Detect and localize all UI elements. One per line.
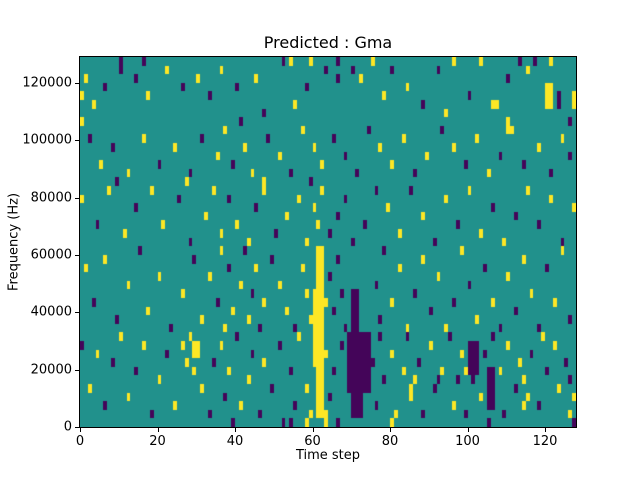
x-tick-label: 0 (75, 434, 85, 449)
x-tick-label: 120 (532, 434, 558, 449)
y-tick-mark (75, 197, 79, 199)
y-tick-mark (75, 254, 79, 256)
y-tick-label: 60000 (30, 247, 72, 263)
y-axis-label-text: Frequency (Hz) (6, 192, 22, 292)
x-tick-label: 40 (226, 434, 244, 449)
x-tick-mark (157, 428, 159, 432)
x-tick-mark (312, 428, 314, 432)
y-tick-label: 40000 (30, 304, 72, 320)
x-tick-label: 60 (304, 434, 321, 449)
x-tick-label: 100 (455, 434, 480, 449)
y-tick-label: 100000 (22, 132, 72, 148)
plot-title: Predicted : Gma (263, 33, 393, 52)
y-tick-label: 120000 (22, 75, 72, 91)
x-tick-label: 20 (149, 434, 166, 449)
x-tick-mark (235, 428, 236, 432)
y-tick-label: 80000 (30, 190, 72, 206)
y-tick-mark (75, 427, 79, 428)
y-tick-mark (75, 312, 79, 314)
x-tick-label: 80 (381, 434, 399, 449)
y-tick-mark (75, 82, 79, 84)
y-tick-label: 0 (63, 419, 72, 435)
heatmap-canvas (79, 56, 577, 428)
x-tick-mark (80, 428, 81, 432)
x-tick-mark (467, 428, 469, 432)
x-tick-mark (545, 428, 546, 432)
y-tick-mark (75, 140, 79, 142)
x-tick-mark (390, 428, 391, 432)
y-tick-label: 20000 (30, 362, 72, 378)
x-axis-label: Time step (295, 448, 361, 463)
y-tick-mark (75, 369, 79, 371)
